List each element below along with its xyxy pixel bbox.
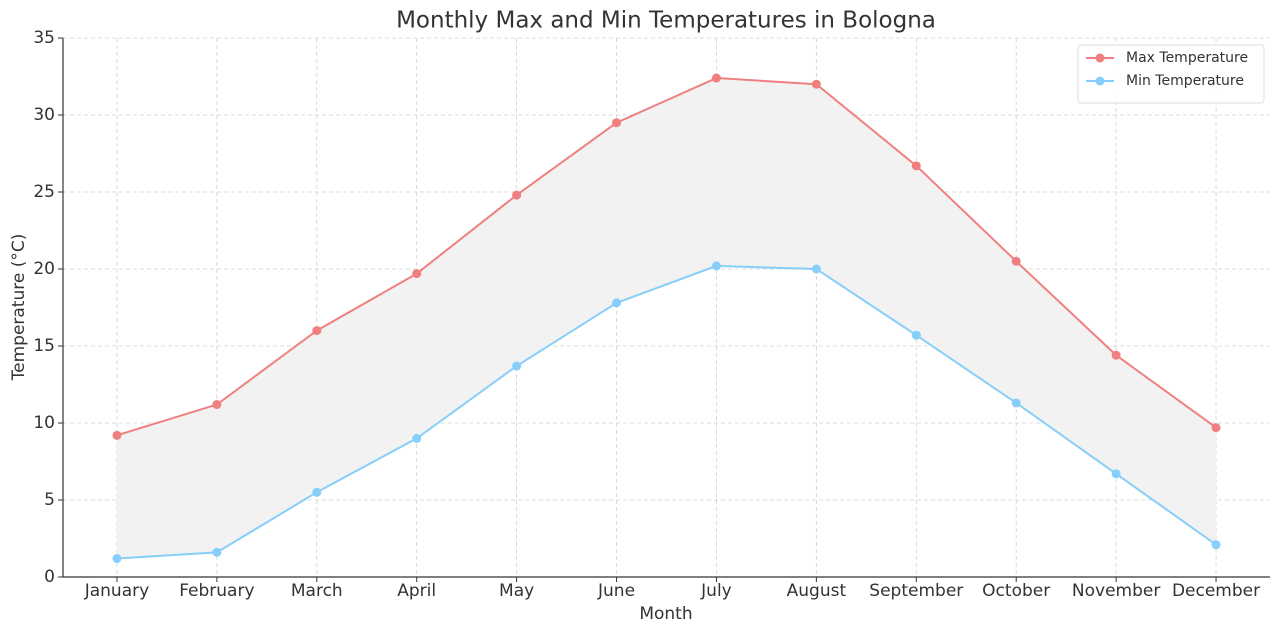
x-tick-label: May (499, 581, 534, 601)
lines (112, 73, 1221, 564)
y-tick-label: 25 (33, 182, 55, 202)
x-tick-label: July (700, 581, 732, 601)
point (1211, 423, 1221, 433)
x-tick-label: April (397, 581, 436, 601)
legend-label: Min Temperature (1126, 73, 1244, 89)
x-axis-label: Month (639, 604, 692, 624)
chart-title: Monthly Max and Min Temperatures in Bolo… (396, 8, 936, 34)
y-tick-label: 10 (33, 413, 55, 433)
point (811, 264, 821, 274)
point (612, 118, 622, 128)
y-tick-label: 20 (33, 259, 55, 279)
fill-layer (116, 78, 1217, 559)
range-fill (116, 78, 1217, 559)
point (1211, 540, 1221, 550)
x-tick-label: June (597, 581, 635, 601)
x-tick-label: August (787, 581, 847, 601)
point (312, 326, 322, 336)
legend-marker (1095, 76, 1105, 86)
point (212, 400, 222, 410)
y-tick-label: 30 (33, 105, 55, 125)
point (412, 433, 422, 443)
series-line (116, 264, 1217, 560)
point (512, 361, 522, 371)
x-tick-label: September (869, 581, 963, 601)
point (811, 79, 821, 89)
y-tick-label: 35 (33, 28, 55, 48)
point (911, 330, 921, 340)
point (1011, 398, 1021, 408)
point (711, 73, 721, 83)
point (312, 487, 322, 497)
point (112, 554, 122, 564)
x-tick-label: February (179, 581, 254, 601)
y-tick-label: 15 (33, 336, 55, 356)
x-tick-label: March (291, 581, 343, 601)
x-tick-label: October (982, 581, 1050, 601)
x-tick-label: November (1072, 581, 1160, 601)
point (711, 261, 721, 271)
legend-box (1077, 44, 1265, 104)
point (212, 547, 222, 557)
point (412, 269, 422, 279)
point (112, 430, 122, 440)
point (911, 161, 921, 171)
x-tick-label: January (84, 581, 149, 601)
point (1111, 350, 1121, 360)
x-tick-label: December (1172, 581, 1260, 601)
y-tick-label: 5 (44, 490, 55, 510)
point (612, 298, 622, 308)
y-tick-label: 0 (44, 567, 55, 587)
point (512, 190, 522, 200)
legend-label: Max Temperature (1126, 50, 1248, 66)
legend-marker (1095, 53, 1105, 63)
point (1011, 256, 1021, 266)
series-line (116, 77, 1217, 437)
y-axis-label: Temperature (°C) (9, 234, 29, 382)
point (1111, 469, 1121, 479)
